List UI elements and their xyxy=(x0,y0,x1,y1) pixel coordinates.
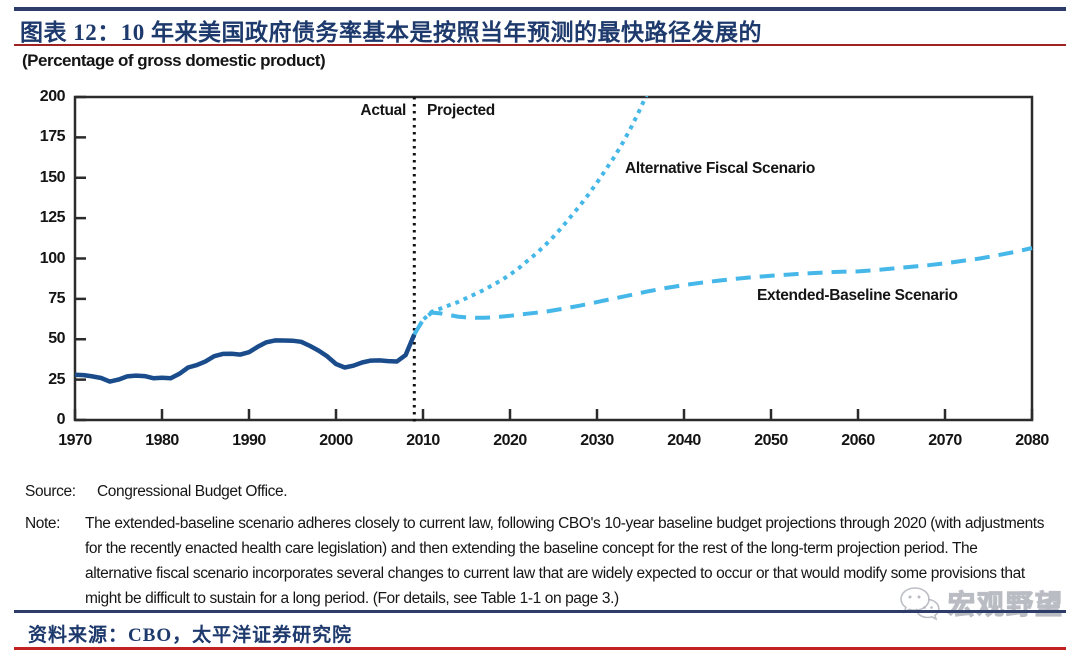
y-tick-label: 200 xyxy=(39,88,66,105)
y-tick-label: 125 xyxy=(39,209,66,227)
x-tick-label: 2050 xyxy=(754,432,788,449)
series-actual xyxy=(74,333,417,384)
y-tick-label: 25 xyxy=(48,370,65,388)
separator-rule xyxy=(14,610,1066,613)
alternative-fiscal-scenario-label: Alternative Fiscal Scenario xyxy=(625,160,816,177)
x-tick-label: 2000 xyxy=(319,432,353,449)
series-alternative-fiscal-scenario xyxy=(412,96,649,336)
x-tick-label: 1970 xyxy=(58,432,92,449)
y-tick-label: 100 xyxy=(39,249,66,267)
title-underline xyxy=(14,44,1066,46)
x-tick-label: 2070 xyxy=(928,432,962,449)
x-tick-label: 2080 xyxy=(1015,432,1049,449)
note-row: Note: The extended-baseline scenario adh… xyxy=(25,511,1047,611)
x-tick-label: 2020 xyxy=(493,432,527,449)
note-label: Note: xyxy=(25,515,61,532)
extended-baseline-scenario-label: Extended-Baseline Scenario xyxy=(757,287,958,304)
bottom-rule xyxy=(14,647,1066,650)
axis-unit-subtitle: (Percentage of gross domestic product) xyxy=(22,51,326,70)
x-tick-label: 2010 xyxy=(406,432,440,449)
y-tick-label: 150 xyxy=(39,168,66,186)
x-tick-label: 1990 xyxy=(232,432,266,449)
wechat-icon xyxy=(900,586,940,621)
actual-region-label: Actual xyxy=(360,102,406,119)
source-label: Source: xyxy=(25,483,76,500)
y-tick-label: 175 xyxy=(39,128,66,146)
watermark-text: 宏观野望 xyxy=(947,589,1064,620)
y-tick-label: 50 xyxy=(48,330,65,348)
x-tick-label: 2060 xyxy=(841,432,875,449)
note-text: The extended-baseline scenario adheres c… xyxy=(85,515,1045,607)
source-text: Congressional Budget Office. xyxy=(97,483,288,500)
top-rule xyxy=(14,7,1066,11)
x-tick-label: 2040 xyxy=(667,432,701,449)
source-cn: 资料来源：CBO，太平洋证券研究院 xyxy=(28,625,353,646)
projected-region-label: Projected xyxy=(427,102,495,119)
series-extended-baseline-scenario xyxy=(412,246,1033,336)
x-tick-label: 1980 xyxy=(145,432,179,449)
y-tick-label: 0 xyxy=(56,411,66,428)
source-row: Source: Congressional Budget Office. xyxy=(25,479,1045,504)
x-tick-label: 2030 xyxy=(580,432,614,449)
watermark: 宏观野望 xyxy=(898,583,1064,622)
y-tick-label: 75 xyxy=(48,289,65,307)
figure-title: 图表 12：10 年来美国政府债务率基本是按照当年预测的最快路径发展的 xyxy=(20,20,762,45)
